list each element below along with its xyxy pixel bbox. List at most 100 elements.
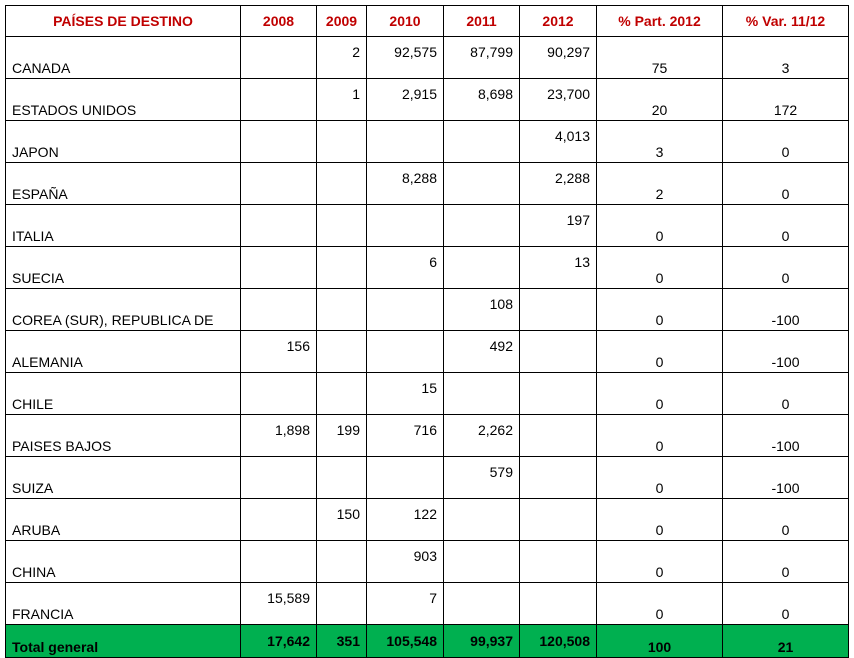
- country-cell: ITALIA: [5, 204, 241, 247]
- var-11-12-cell: 0: [722, 372, 849, 415]
- value-2008-cell: [240, 36, 317, 79]
- total-label: Total general: [5, 624, 241, 658]
- value-2008-cell: [240, 246, 317, 289]
- table-row: CANADA 2 92,575 87,799 90,297 75 3: [5, 36, 849, 79]
- table-row: ALEMANIA 156 492 0 -100: [5, 330, 849, 373]
- header-2011: 2011: [443, 5, 520, 37]
- var-11-12-cell: 3: [722, 36, 849, 79]
- value-2008-cell: 156: [240, 330, 317, 373]
- header-2010: 2010: [366, 5, 444, 37]
- total-row: Total general 17,642 351 105,548 99,937 …: [5, 624, 849, 658]
- country-cell: SUIZA: [5, 456, 241, 499]
- value-2009-cell: [316, 204, 367, 247]
- table-row: FRANCIA 15,589 7 0 0: [5, 582, 849, 625]
- value-2011-cell: 108: [443, 288, 520, 331]
- value-2011-cell: [443, 246, 520, 289]
- value-2009-cell: 199: [316, 414, 367, 457]
- table-row: COREA (SUR), REPUBLICA DE 108 0 -100: [5, 288, 849, 331]
- total-2012: 120,508: [519, 624, 597, 658]
- country-cell: CHILE: [5, 372, 241, 415]
- value-2012-cell: 4,013: [519, 120, 597, 163]
- total-part-2012: 100: [596, 624, 723, 658]
- value-2011-cell: 8,698: [443, 78, 520, 121]
- value-2010-cell: 6: [366, 246, 444, 289]
- table-row: ARUBA 150 122 0 0: [5, 498, 849, 541]
- header-2008: 2008: [240, 5, 317, 37]
- value-2010-cell: 2,915: [366, 78, 444, 121]
- part-2012-cell: 3: [596, 120, 723, 163]
- value-2009-cell: [316, 330, 367, 373]
- table-row: JAPON 4,013 3 0: [5, 120, 849, 163]
- part-2012-cell: 0: [596, 582, 723, 625]
- country-cell: COREA (SUR), REPUBLICA DE: [5, 288, 241, 331]
- value-2011-cell: [443, 204, 520, 247]
- value-2011-cell: 579: [443, 456, 520, 499]
- header-2009: 2009: [316, 5, 367, 37]
- part-2012-cell: 0: [596, 372, 723, 415]
- value-2009-cell: 2: [316, 36, 367, 79]
- header-row: PAÍSES DE DESTINO 2008 2009 2010 2011 20…: [5, 5, 849, 37]
- part-2012-cell: 75: [596, 36, 723, 79]
- country-cell: JAPON: [5, 120, 241, 163]
- value-2012-cell: 197: [519, 204, 597, 247]
- var-11-12-cell: -100: [722, 288, 849, 331]
- value-2008-cell: 15,589: [240, 582, 317, 625]
- value-2012-cell: [519, 414, 597, 457]
- var-11-12-cell: 0: [722, 498, 849, 541]
- table-body: CANADA 2 92,575 87,799 90,297 75 3 ESTADOS UNID…: [5, 36, 849, 625]
- table-row: SUECIA 6 13 0 0: [5, 246, 849, 289]
- value-2008-cell: [240, 120, 317, 163]
- value-2012-cell: 13: [519, 246, 597, 289]
- var-11-12-cell: 0: [722, 540, 849, 583]
- value-2011-cell: [443, 162, 520, 205]
- var-11-12-cell: 0: [722, 582, 849, 625]
- value-2010-cell: 7: [366, 582, 444, 625]
- value-2009-cell: 1: [316, 78, 367, 121]
- value-2012-cell: 90,297: [519, 36, 597, 79]
- value-2012-cell: [519, 456, 597, 499]
- country-cell: PAISES BAJOS: [5, 414, 241, 457]
- value-2012-cell: 23,700: [519, 78, 597, 121]
- part-2012-cell: 0: [596, 414, 723, 457]
- value-2010-cell: 903: [366, 540, 444, 583]
- header-2012: 2012: [519, 5, 597, 37]
- total-2008: 17,642: [240, 624, 317, 658]
- part-2012-cell: 0: [596, 498, 723, 541]
- value-2012-cell: [519, 372, 597, 415]
- value-2008-cell: [240, 372, 317, 415]
- value-2010-cell: 122: [366, 498, 444, 541]
- part-2012-cell: 0: [596, 204, 723, 247]
- part-2012-cell: 20: [596, 78, 723, 121]
- value-2011-cell: 2,262: [443, 414, 520, 457]
- part-2012-cell: 0: [596, 540, 723, 583]
- var-11-12-cell: 0: [722, 204, 849, 247]
- var-11-12-cell: -100: [722, 330, 849, 373]
- value-2008-cell: [240, 540, 317, 583]
- value-2009-cell: [316, 162, 367, 205]
- part-2012-cell: 0: [596, 288, 723, 331]
- value-2009-cell: [316, 456, 367, 499]
- total-2010: 105,548: [366, 624, 444, 658]
- exports-by-destination-table: PAÍSES DE DESTINO 2008 2009 2010 2011 20…: [5, 5, 849, 658]
- value-2009-cell: [316, 372, 367, 415]
- table-row: ESTADOS UNIDOS 1 2,915 8,698 23,700 20 172: [5, 78, 849, 121]
- table-row: ITALIA 197 0 0: [5, 204, 849, 247]
- value-2012-cell: [519, 582, 597, 625]
- value-2008-cell: [240, 288, 317, 331]
- value-2008-cell: 1,898: [240, 414, 317, 457]
- value-2010-cell: 8,288: [366, 162, 444, 205]
- value-2011-cell: [443, 120, 520, 163]
- country-cell: ALEMANIA: [5, 330, 241, 373]
- value-2011-cell: [443, 582, 520, 625]
- country-cell: ARUBA: [5, 498, 241, 541]
- value-2009-cell: [316, 120, 367, 163]
- var-11-12-cell: 0: [722, 246, 849, 289]
- header-var-11-12: % Var. 11/12: [722, 5, 849, 37]
- value-2008-cell: [240, 204, 317, 247]
- value-2009-cell: [316, 582, 367, 625]
- value-2010-cell: [366, 288, 444, 331]
- value-2012-cell: 2,288: [519, 162, 597, 205]
- value-2010-cell: 15: [366, 372, 444, 415]
- value-2010-cell: [366, 120, 444, 163]
- value-2012-cell: [519, 288, 597, 331]
